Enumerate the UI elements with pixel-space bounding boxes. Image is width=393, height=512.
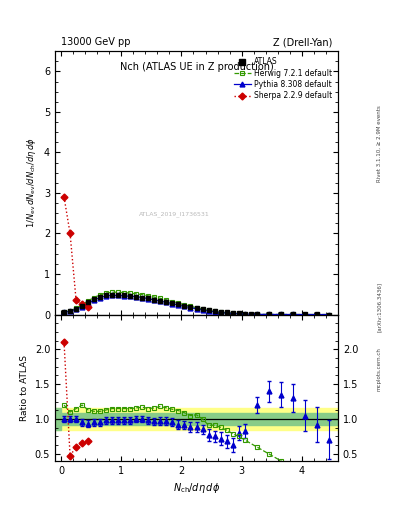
Bar: [55, 408, 338, 430]
Text: Rivet 3.1.10, ≥ 2.9M events: Rivet 3.1.10, ≥ 2.9M events: [377, 105, 382, 182]
Y-axis label: Ratio to ATLAS: Ratio to ATLAS: [20, 355, 29, 421]
Text: ATLAS_2019_I1736531: ATLAS_2019_I1736531: [138, 211, 209, 217]
Text: Z (Drell-Yan): Z (Drell-Yan): [273, 37, 332, 47]
Text: 13000 GeV pp: 13000 GeV pp: [61, 37, 130, 47]
Bar: [55, 408, 61, 430]
Legend: ATLAS, Herwig 7.2.1 default, Pythia 8.308 default, Sherpa 2.2.9 default: ATLAS, Herwig 7.2.1 default, Pythia 8.30…: [231, 55, 334, 102]
Bar: [55, 413, 338, 424]
Text: [arXiv:1306.3436]: [arXiv:1306.3436]: [377, 282, 382, 332]
X-axis label: $N_{\rm ch}/d\eta\,d\phi$: $N_{\rm ch}/d\eta\,d\phi$: [173, 481, 220, 495]
Text: mcplots.cern.ch: mcplots.cern.ch: [377, 347, 382, 391]
Text: Nch (ATLAS UE in Z production): Nch (ATLAS UE in Z production): [119, 62, 274, 72]
Y-axis label: $1/N_{\rm ev}\,dN_{\rm ev}/dN_{\rm ch}/d\eta\,d\phi$: $1/N_{\rm ev}\,dN_{\rm ev}/dN_{\rm ch}/d…: [26, 137, 39, 228]
